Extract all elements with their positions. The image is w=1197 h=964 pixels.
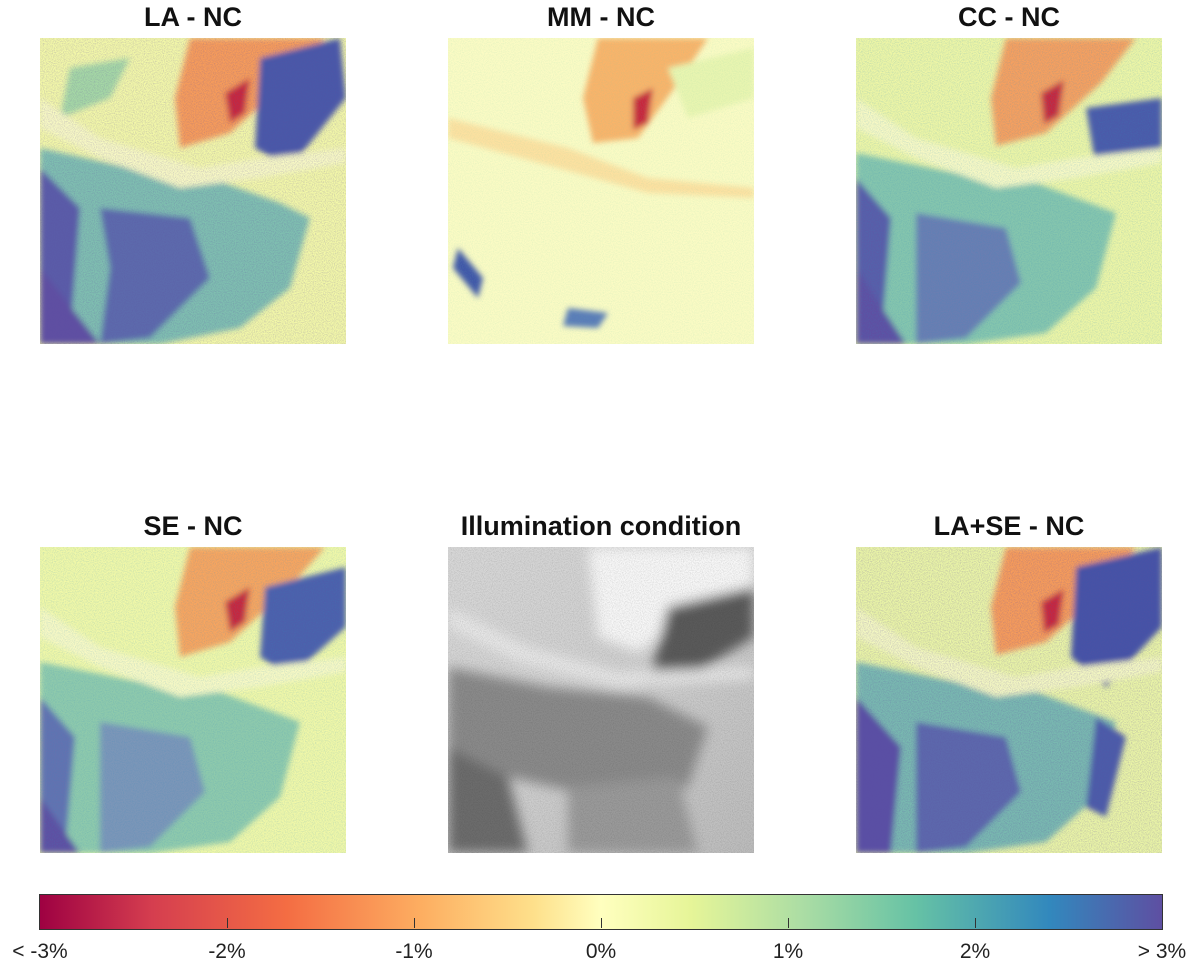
colorbar-tick bbox=[413, 918, 415, 928]
colorbar-tick bbox=[600, 918, 602, 928]
panel-title: CC - NC bbox=[958, 2, 1060, 32]
difference-map-se-nc bbox=[40, 547, 346, 853]
colorbar-tick bbox=[787, 918, 789, 928]
panel-title: LA+SE - NC bbox=[933, 511, 1085, 541]
colorbar-tick-label: -1% bbox=[395, 940, 433, 963]
colorbar-tick-label: 0% bbox=[585, 940, 617, 963]
panel-title: SE - NC bbox=[143, 511, 243, 541]
panel-title: MM - NC bbox=[547, 2, 655, 32]
colorbar-tick-label: < -3% bbox=[12, 940, 68, 963]
colorbar-tick bbox=[226, 918, 228, 928]
difference-map-cc-nc bbox=[856, 38, 1162, 344]
colorbar-tick-label: 1% bbox=[772, 940, 804, 963]
difference-map-la-se-nc bbox=[856, 547, 1162, 853]
colorbar-tick-label: 2% bbox=[959, 940, 991, 963]
colorbar-tick-label: -2% bbox=[208, 940, 246, 963]
panel-title: Illumination condition bbox=[460, 511, 742, 541]
difference-map-mm-nc bbox=[448, 38, 754, 344]
panel-title: LA - NC bbox=[144, 2, 242, 32]
colorbar-tick-label: > 3% bbox=[1137, 940, 1187, 963]
difference-map-la-nc bbox=[40, 38, 346, 344]
colorbar-tick bbox=[974, 918, 976, 928]
illumination-hillshade-map bbox=[448, 547, 754, 853]
